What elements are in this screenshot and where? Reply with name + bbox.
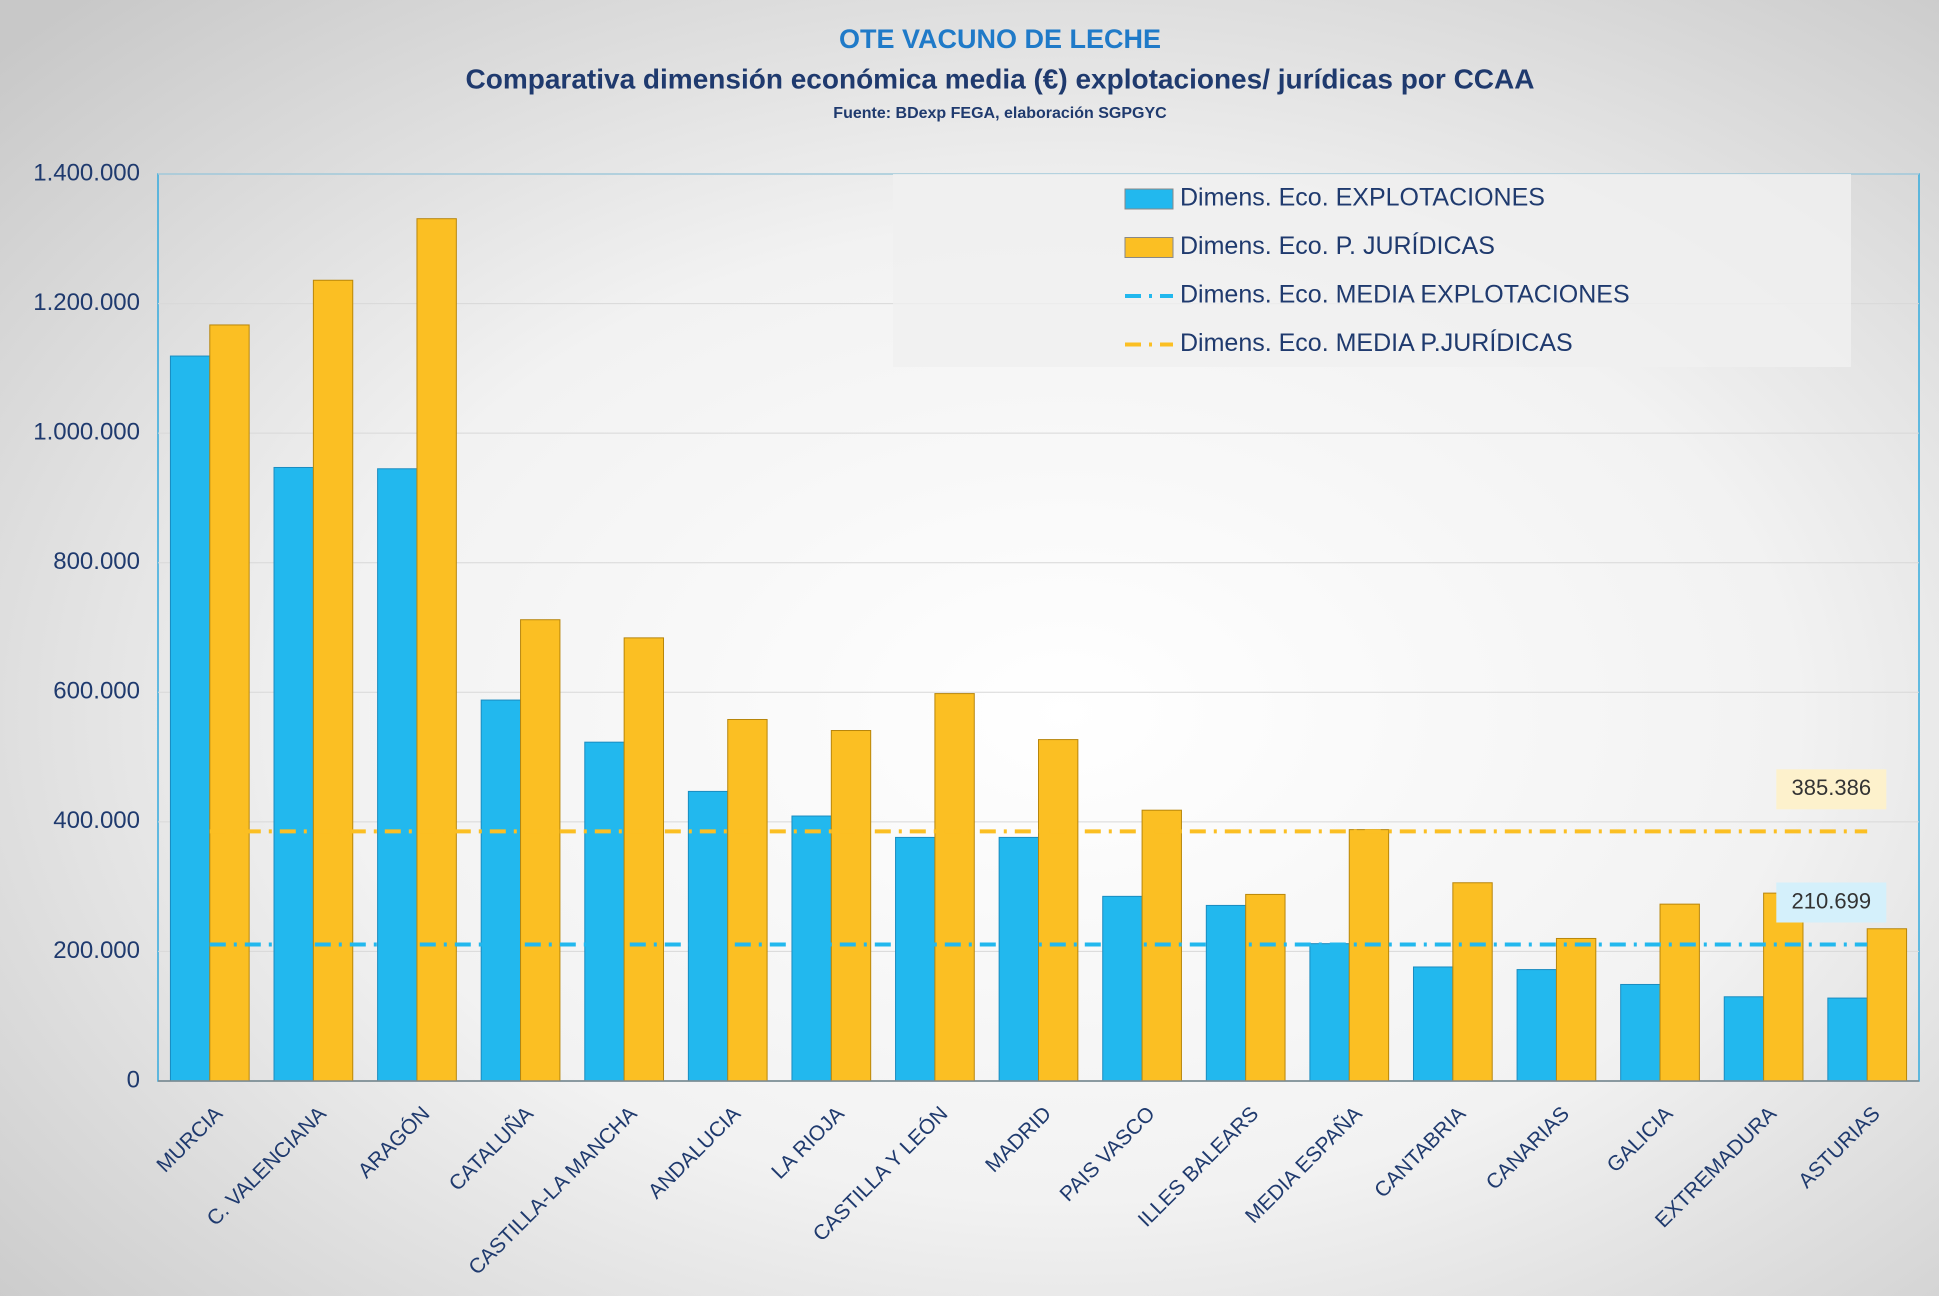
legend-swatch: [1124, 237, 1174, 258]
mean-label-box: [1776, 769, 1887, 810]
bar: [895, 836, 936, 1082]
bar: [791, 815, 832, 1082]
legend-label: Dimens. Eco. MEDIA EXPLOTACIONES: [1180, 281, 1630, 309]
chart-subtitle: Comparativa dimensión económica media (€…: [466, 63, 1535, 94]
bar: [1659, 903, 1700, 1082]
bar: [623, 637, 665, 1082]
bar: [273, 466, 314, 1082]
legend-label: Dimens. Eco. P. JURÍDICAS: [1180, 231, 1495, 260]
bar: [1516, 969, 1557, 1082]
bar: [727, 718, 768, 1082]
bar: [520, 619, 561, 1082]
bar: [209, 324, 250, 1082]
bar: [1763, 892, 1804, 1082]
chart-title: OTE VACUNO DE LECHE: [839, 24, 1161, 54]
y-tick-label: 600.000: [53, 678, 140, 705]
bar: [377, 468, 418, 1082]
y-tick-label: 400.000: [53, 807, 140, 834]
y-tick-label: 1.400.000: [33, 159, 140, 186]
bar: [1866, 928, 1908, 1082]
legend-swatch: [1124, 188, 1174, 210]
mean-label: 385.386: [1792, 775, 1872, 800]
legend-box: [893, 174, 1851, 367]
bar: [830, 730, 872, 1082]
bar: [312, 279, 354, 1082]
y-tick-label: 1.200.000: [33, 289, 140, 316]
bar: [584, 741, 625, 1082]
bar: [416, 218, 457, 1082]
bar: [1205, 904, 1247, 1082]
y-tick-label: 200.000: [53, 937, 140, 964]
mean-label-box: [1776, 882, 1887, 923]
bar: [1102, 895, 1143, 1082]
bar: [1452, 882, 1493, 1082]
y-tick-label: 0: [127, 1066, 140, 1093]
mean-label: 210.699: [1792, 888, 1872, 913]
y-tick-label: 800.000: [53, 548, 140, 575]
y-tick-label: 1.000.000: [33, 418, 140, 445]
bar: [169, 355, 211, 1082]
bar: [1309, 943, 1350, 1082]
bar: [480, 699, 522, 1082]
legend-label: Dimens. Eco. EXPLOTACIONES: [1180, 184, 1545, 212]
bar: [1620, 983, 1661, 1082]
bar: [687, 790, 729, 1082]
bar: [934, 693, 975, 1082]
bar: [1827, 997, 1868, 1082]
bar: [1555, 937, 1597, 1082]
legend-label: Dimens. Eco. MEDIA P.JURÍDICAS: [1180, 328, 1573, 357]
legend: Dimens. Eco. EXPLOTACIONES Dimens. Eco. P…: [893, 174, 1851, 367]
bar: [1723, 996, 1765, 1082]
bar: [1348, 829, 1390, 1082]
chart-source: Fuente: BDexp FEGA, elaboración SGPGYC: [833, 105, 1167, 122]
bar: [998, 836, 1040, 1082]
bar: [1245, 893, 1286, 1082]
bar: [1412, 966, 1454, 1082]
bar: [1038, 739, 1079, 1082]
